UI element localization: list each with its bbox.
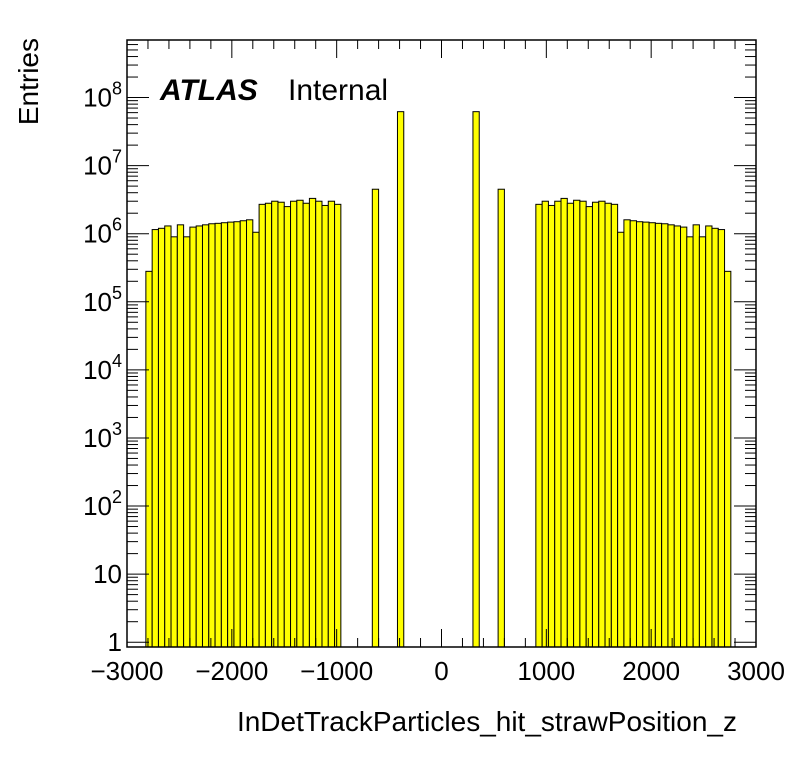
histogram-bin: [334, 203, 342, 648]
histogram-bin: [151, 229, 159, 648]
x-tick-label: −2000: [195, 656, 268, 686]
histogram-bin: [724, 270, 732, 648]
histogram-bin: [239, 220, 248, 648]
histogram-bin: [164, 225, 172, 648]
histogram-bin: [201, 224, 210, 648]
histogram-bin: [673, 225, 682, 648]
histogram-bin: [208, 223, 216, 648]
histogram-bin: [283, 206, 292, 648]
histogram-bin: [290, 200, 298, 648]
histogram-bin: [296, 199, 304, 648]
x-tick-label: 3000: [727, 656, 785, 686]
histogram-bin: [623, 219, 631, 648]
tick-labels: −3000 −2000 −1000 0 1000 2000 3000 1 10 102 103 104…: [83, 79, 785, 686]
histogram-bin: [554, 200, 562, 648]
x-tick-label: 0: [434, 656, 448, 686]
histogram-bin: [560, 197, 568, 648]
histogram-bin: [566, 202, 575, 648]
histogram-bin: [472, 111, 480, 648]
y-tick-label: 106: [83, 215, 122, 249]
atlas-label: ATLAS: [159, 74, 258, 107]
histogram-bin: [654, 222, 663, 648]
histogram-bin: [258, 203, 266, 648]
histogram-bin: [264, 202, 273, 648]
histogram-bin: [541, 200, 549, 648]
histogram-bin: [195, 225, 203, 648]
histogram-bin: [321, 204, 329, 648]
histogram-bin: [692, 224, 700, 648]
histogram-bin: [535, 203, 543, 648]
histogram-bin: [604, 202, 612, 648]
histogram-bin: [227, 221, 235, 648]
histogram-bin: [591, 201, 600, 648]
histogram-bin: [585, 206, 593, 648]
histogram-bin: [610, 203, 619, 648]
y-tick-label: 102: [83, 487, 122, 521]
histogram-bin: [396, 111, 405, 648]
histogram-bin: [547, 204, 556, 648]
histogram-bin: [327, 200, 336, 648]
x-axis-title: InDetTrackParticles_hit_strawPosition_z: [237, 706, 737, 737]
y-tick-label: 108: [83, 79, 122, 113]
x-tick-label: −3000: [90, 656, 163, 686]
y-tick-label: 10: [93, 559, 122, 589]
histogram-bin: [579, 200, 587, 648]
histogram-bin: [711, 227, 719, 648]
histogram-bin: [705, 225, 713, 648]
x-tick-label: −1000: [300, 656, 373, 686]
histogram-bin: [315, 200, 323, 648]
histogram-bin: [246, 219, 254, 648]
histogram-bin: [617, 231, 625, 648]
histogram-bin: [145, 270, 153, 648]
histogram-bin: [157, 227, 166, 648]
y-tick-label: 107: [83, 147, 122, 181]
y-axis-title: Entries: [13, 38, 44, 125]
histogram-bin: [271, 200, 279, 648]
histogram-bin: [277, 201, 285, 648]
histogram-bin: [220, 222, 229, 648]
histogram-bin: [302, 202, 310, 648]
histogram-bin: [661, 223, 669, 648]
x-tick-label: 1000: [517, 656, 575, 686]
y-tick-label: 105: [83, 283, 122, 317]
histogram-bin: [667, 224, 675, 648]
histogram-bin: [642, 221, 650, 648]
histogram-bin: [214, 222, 222, 648]
histogram-bin: [629, 220, 637, 648]
axis-ticks: [126, 39, 757, 647]
histogram-bin: [680, 226, 688, 648]
histogram-bin: [183, 236, 191, 648]
histogram-bin: [573, 199, 581, 648]
internal-label: Internal: [288, 74, 388, 107]
histogram-bin: [598, 200, 606, 648]
histogram-bin: [233, 221, 241, 648]
histogram-bin: [176, 224, 185, 648]
histogram-bin: [648, 222, 656, 648]
y-tick-label: 1: [108, 627, 122, 657]
y-tick-label: 103: [83, 419, 122, 453]
histogram-bin: [170, 236, 178, 648]
histogram-bin: [497, 188, 505, 648]
y-tick-label: 104: [83, 351, 122, 385]
histogram-bin: [698, 236, 707, 648]
histogram-bars: [145, 111, 732, 648]
histogram-bin: [371, 188, 380, 648]
histogram-bin: [717, 229, 726, 648]
histogram-bin: [252, 231, 260, 648]
histogram-bin: [635, 221, 644, 648]
histogram-bin: [189, 226, 197, 648]
histogram-bin: [686, 236, 694, 648]
histogram-bin: [308, 197, 317, 648]
x-tick-label: 2000: [622, 656, 680, 686]
